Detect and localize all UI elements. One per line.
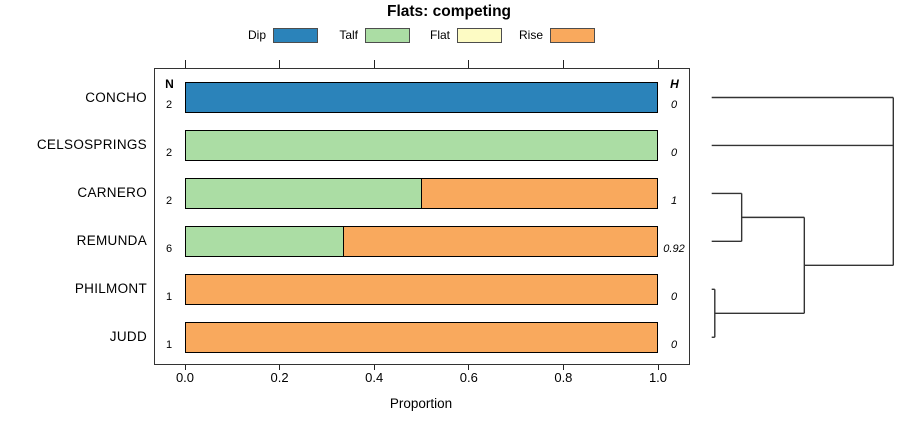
x-tick-bottom (657, 365, 659, 370)
bar-segment-dip (186, 83, 657, 112)
legend-label: Dip (247, 28, 266, 42)
x-tick-top (279, 60, 281, 68)
x-tick-top (468, 60, 470, 68)
h-column-header: H (670, 77, 679, 91)
x-tick-bottom (184, 365, 186, 370)
x-tick-bottom (279, 365, 281, 370)
h-value: 0 (670, 290, 678, 303)
n-value: 2 (165, 99, 173, 111)
bar-segment-talf (186, 226, 343, 256)
x-tick-top (184, 60, 186, 68)
bar-segment-rise (421, 178, 657, 208)
x-tick-label: 0.2 (270, 370, 289, 385)
category-label: JUDD (109, 329, 147, 345)
legend-swatch-rise (550, 27, 595, 43)
legend-swatch-flat (457, 27, 502, 43)
legend-entry-dip: Dip (240, 27, 318, 43)
h-value: 0 (670, 99, 678, 111)
chart-title: Flats: competing (386, 3, 512, 20)
bar-segment-rise (186, 274, 657, 304)
bar-row (185, 129, 658, 161)
bar-segment-rise (186, 322, 657, 352)
h-value: 0.92 (663, 242, 685, 255)
x-tick-label: 0.8 (554, 370, 573, 385)
bar-row (185, 82, 658, 113)
category-label: CARNERO (77, 185, 147, 201)
n-value: 1 (165, 290, 173, 303)
bar-row (185, 321, 658, 353)
legend-entry-flat: Flat (424, 27, 502, 43)
x-tick-label: 0.4 (365, 370, 384, 385)
legend-swatch-dip (273, 27, 318, 43)
plot-area (154, 68, 690, 365)
x-axis-title: Proportion (389, 396, 453, 411)
h-value: 1 (670, 194, 678, 207)
bar-segment-rise (342, 226, 657, 256)
n-column-header: N (165, 77, 174, 91)
x-tick-top (657, 60, 659, 68)
x-tick-top (562, 60, 564, 68)
category-label: CELSOSPRINGS (36, 137, 147, 153)
legend-label: Talf (339, 28, 358, 42)
n-value: 2 (165, 146, 173, 159)
x-tick-label: 1.0 (648, 370, 668, 385)
bar-row (185, 177, 658, 209)
legend-entry-talf: Talf (332, 27, 410, 43)
x-tick-bottom (562, 365, 564, 370)
legend-label: Rise (518, 28, 543, 42)
x-tick-label: 0.6 (459, 370, 478, 385)
bar-segment-talf (186, 178, 421, 208)
x-tick-bottom (468, 365, 470, 370)
bar-segment-talf (186, 130, 657, 160)
category-label: REMUNDA (76, 233, 147, 249)
legend-label: Flat (429, 28, 450, 42)
legend-swatch-talf (365, 27, 410, 43)
x-tick-top (373, 60, 375, 68)
x-tick-label: 0.0 (175, 370, 195, 385)
h-value: 0 (670, 146, 678, 159)
category-label: CONCHO (85, 89, 147, 105)
x-tick-bottom (373, 365, 375, 370)
bar-row (185, 273, 658, 305)
n-value: 2 (165, 194, 173, 207)
bar-row (185, 225, 658, 257)
legend-entry-rise: Rise (517, 27, 595, 43)
n-value: 1 (165, 338, 173, 351)
h-value: 0 (670, 338, 678, 351)
n-value: 6 (165, 242, 173, 255)
category-label: PHILMONT (74, 281, 147, 297)
